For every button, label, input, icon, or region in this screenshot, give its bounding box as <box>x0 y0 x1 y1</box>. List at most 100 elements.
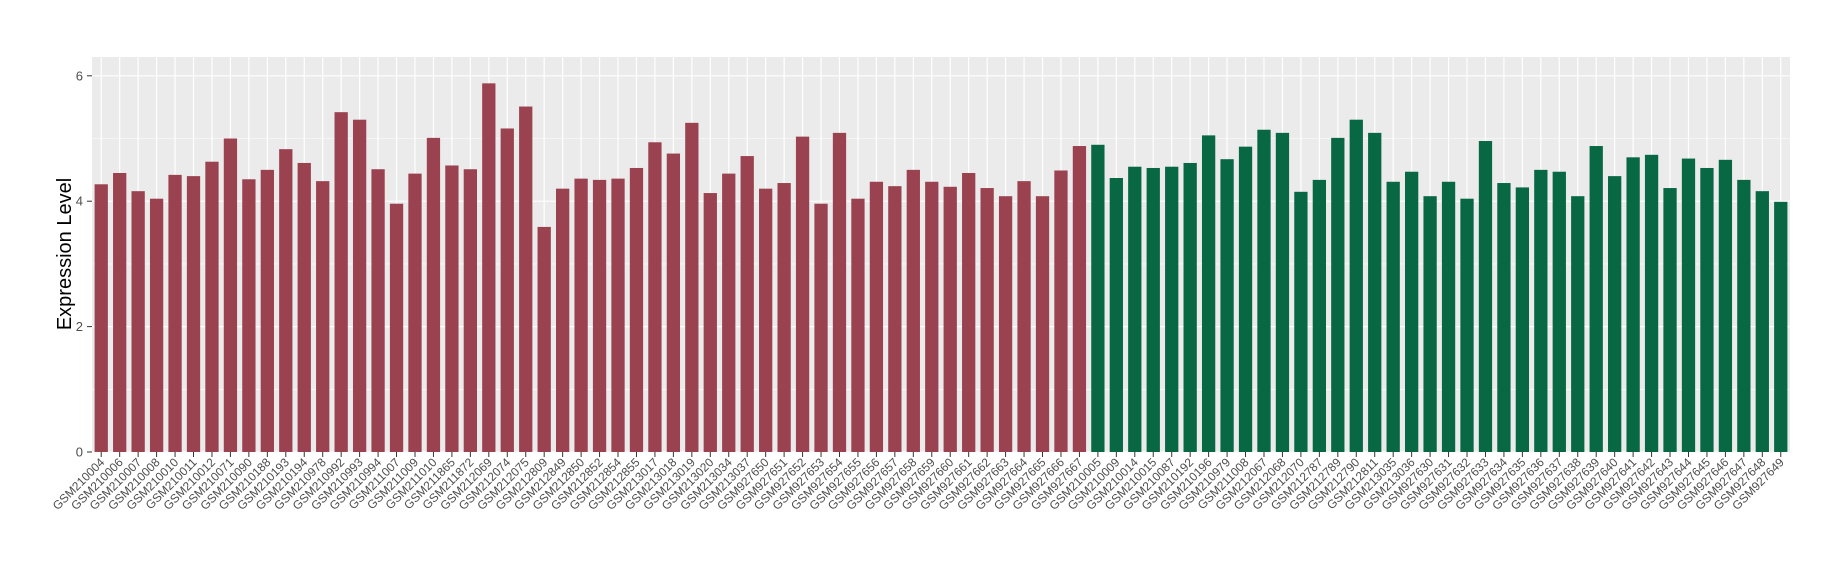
bar-GSM212809 <box>537 226 551 452</box>
bar-GSM210012 <box>205 161 219 452</box>
bar-GSM927630 <box>1423 196 1437 452</box>
bar-GSM212850 <box>574 178 588 452</box>
bar-GSM927664 <box>1017 181 1031 452</box>
bar-GSM212074 <box>500 128 514 452</box>
bar-GSM927639 <box>1589 146 1603 453</box>
bar-GSM927635 <box>1515 187 1530 452</box>
bar-GSM927659 <box>925 181 939 452</box>
bar-GSM211009 <box>408 173 422 452</box>
bars <box>94 83 1788 453</box>
bar-GSM210993 <box>352 119 367 452</box>
bar-GSM927644 <box>1681 158 1696 453</box>
bar-GSM210010 <box>168 174 182 452</box>
bar-GSM927647 <box>1737 179 1751 452</box>
y-axis: 0 2 4 6 <box>76 68 92 460</box>
bar-GSM210008 <box>149 198 164 452</box>
bar-GSM212068 <box>1275 132 1290 452</box>
y-tick-label: 0 <box>76 445 83 460</box>
bar-GSM212070 <box>1294 191 1308 453</box>
y-tick-label: 4 <box>76 194 83 209</box>
bar-GSM212855 <box>629 167 644 452</box>
bar-GSM927663 <box>998 196 1013 452</box>
bar-GSM927662 <box>980 188 994 453</box>
bar-GSM210004 <box>94 184 108 452</box>
bar-GSM212854 <box>611 178 625 452</box>
bar-GSM213035 <box>1386 181 1400 452</box>
bar-GSM927631 <box>1441 181 1456 452</box>
bar-GSM927656 <box>869 181 884 452</box>
bar-GSM210014 <box>1128 166 1142 452</box>
bar-GSM210196 <box>1201 135 1216 452</box>
y-tick-label: 2 <box>76 319 83 334</box>
bar-GSM210979 <box>1220 159 1234 452</box>
bar-GSM211010 <box>426 137 441 452</box>
bar-GSM927653 <box>814 203 828 452</box>
bar-GSM927634 <box>1497 183 1511 452</box>
y-axis-title: Expression Level <box>54 178 76 330</box>
bar-GSM213017 <box>648 142 662 452</box>
bar-GSM211008 <box>1238 146 1253 452</box>
bar-GSM927655 <box>851 198 865 452</box>
bar-GSM210006 <box>113 172 127 452</box>
bar-GSM210087 <box>1165 166 1179 452</box>
bar-GSM210188 <box>260 169 274 452</box>
bar-GSM210090 <box>242 179 256 452</box>
bar-GSM927648 <box>1755 191 1769 452</box>
bar-GSM927665 <box>1035 196 1050 452</box>
y-tick-label: 6 <box>76 68 83 83</box>
bar-GSM927632 <box>1460 198 1474 452</box>
x-axis: GSM210004GSM210006GSM210007GSM210008GSM2… <box>50 452 1787 513</box>
bar-GSM212075 <box>519 106 533 453</box>
bar-GSM927650 <box>759 188 773 452</box>
bar-GSM927649 <box>1774 201 1788 452</box>
bar-GSM210011 <box>186 176 201 452</box>
bar-GSM210194 <box>297 162 311 452</box>
bar-GSM213018 <box>666 153 681 453</box>
bar-GSM927643 <box>1663 188 1677 453</box>
bar-GSM927641 <box>1626 157 1640 453</box>
bar-GSM210007 <box>131 191 145 452</box>
bar-GSM212789 <box>1331 137 1345 452</box>
bar-GSM927633 <box>1478 141 1493 452</box>
bar-GSM213034 <box>722 173 736 452</box>
bar-GSM210193 <box>279 149 293 452</box>
bar-GSM927651 <box>777 183 791 452</box>
bar-GSM927638 <box>1571 196 1585 452</box>
bar-GSM212069 <box>482 83 496 452</box>
bar-GSM212849 <box>555 188 570 452</box>
bar-GSM212067 <box>1257 129 1271 452</box>
bar-GSM213019 <box>685 122 699 452</box>
bar-GSM927645 <box>1700 167 1714 452</box>
bar-GSM927657 <box>888 186 902 452</box>
bar-GSM927636 <box>1534 169 1548 452</box>
bar-GSM927646 <box>1718 159 1733 453</box>
bar-GSM210015 <box>1146 167 1160 452</box>
bar-GSM927640 <box>1608 176 1622 452</box>
bar-GSM927658 <box>906 169 920 452</box>
bar-GSM927661 <box>962 172 976 452</box>
bar-GSM213020 <box>703 193 717 453</box>
bar-GSM927652 <box>795 136 810 452</box>
bar-GSM927667 <box>1072 146 1087 453</box>
bar-GSM210994 <box>371 169 385 452</box>
bar-GSM212790 <box>1349 119 1363 452</box>
bar-GSM213037 <box>740 156 754 453</box>
bar-GSM927666 <box>1054 170 1068 452</box>
bar-GSM210192 <box>1183 162 1197 452</box>
bar-GSM927654 <box>832 132 847 452</box>
bar-GSM212787 <box>1312 179 1327 452</box>
bar-GSM213036 <box>1404 171 1419 452</box>
bar-GSM927660 <box>943 186 957 453</box>
bar-GSM211007 <box>389 203 404 452</box>
bar-GSM212811 <box>1368 132 1382 452</box>
bar-GSM211865 <box>445 165 459 452</box>
bar-GSM210978 <box>316 181 330 452</box>
bar-GSM211872 <box>463 169 478 452</box>
bar-GSM927637 <box>1552 171 1566 452</box>
bar-GSM927642 <box>1644 154 1659 453</box>
bar-GSM212852 <box>592 179 607 452</box>
bar-GSM210071 <box>223 138 238 452</box>
bar-GSM210992 <box>334 112 348 452</box>
bar-GSM210009 <box>1109 178 1123 452</box>
